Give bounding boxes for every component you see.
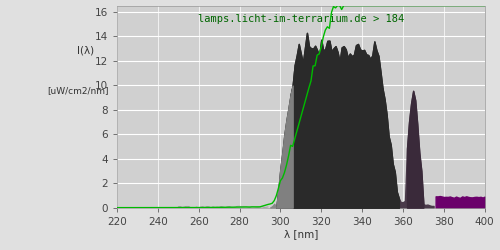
X-axis label: λ [nm]: λ [nm] <box>284 230 318 239</box>
Text: I(λ): I(λ) <box>77 45 94 55</box>
Text: [uW/cm2/nm]: [uW/cm2/nm] <box>48 86 109 95</box>
Text: lamps.licht-im-terrarium.de > 184: lamps.licht-im-terrarium.de > 184 <box>198 14 404 24</box>
